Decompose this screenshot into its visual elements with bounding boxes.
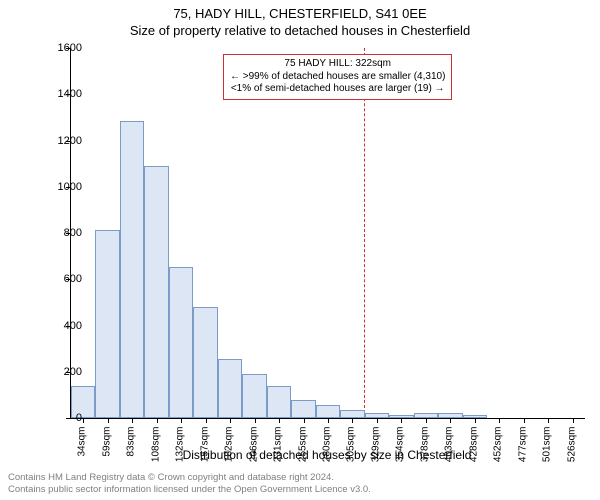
x-tick-label: 132sqm [175,427,186,477]
x-tick-mark [524,418,525,423]
x-tick-label: 501sqm [542,427,553,477]
annotation-line-3: <1% of semi-detached houses are larger (… [230,83,445,96]
footer-attributions: Contains HM Land Registry data © Crown c… [8,472,371,496]
histogram-bar [340,410,364,418]
histogram-bar [242,374,266,418]
x-tick-label: 255sqm [297,427,308,477]
y-tick-label: 400 [42,320,82,332]
x-tick-label: 354sqm [395,427,406,477]
histogram-bar [169,267,193,418]
annotation-line-1: 75 HADY HILL: 322sqm [230,58,445,71]
x-tick-mark [83,418,84,423]
x-tick-label: 428sqm [468,427,479,477]
x-tick-label: 157sqm [199,427,210,477]
x-tick-mark [255,418,256,423]
x-tick-mark [304,418,305,423]
y-tick-label: 200 [42,366,82,378]
annotation-box: 75 HADY HILL: 322sqm ← >99% of detached … [223,54,452,100]
x-tick-label: 403sqm [444,427,455,477]
x-tick-mark [450,418,451,423]
x-tick-label: 231sqm [273,427,284,477]
x-tick-mark [548,418,549,423]
x-tick-mark [206,418,207,423]
x-tick-label: 526sqm [566,427,577,477]
x-tick-label: 329sqm [370,427,381,477]
y-tick-label: 1000 [42,181,82,193]
x-tick-label: 34sqm [77,427,88,477]
x-tick-mark [328,418,329,423]
x-tick-label: 108sqm [150,427,161,477]
histogram-bar [144,166,168,418]
histogram-bar [95,230,119,418]
y-tick-label: 1400 [42,88,82,100]
x-tick-mark [475,418,476,423]
plot-area: 75 HADY HILL: 322sqm ← >99% of detached … [70,48,585,419]
x-tick-mark [573,418,574,423]
y-tick-label: 1600 [42,42,82,54]
y-axis-label: Number of detached properties [0,48,6,418]
chart-address-title: 75, HADY HILL, CHESTERFIELD, S41 0EE [0,6,600,21]
histogram-bar [120,121,144,418]
x-tick-mark [181,418,182,423]
histogram-bar [291,400,315,419]
x-tick-label: 477sqm [517,427,528,477]
y-tick-label: 1200 [42,135,82,147]
histogram-bar [193,307,217,418]
x-tick-label: 305sqm [346,427,357,477]
chart-container: 75, HADY HILL, CHESTERFIELD, S41 0EE Siz… [0,0,600,500]
x-tick-mark [377,418,378,423]
x-tick-label: 280sqm [322,427,333,477]
chart-subtitle: Size of property relative to detached ho… [0,23,600,38]
histogram-bar [218,359,242,418]
x-tick-mark [352,418,353,423]
x-tick-mark [401,418,402,423]
histogram-bar [267,386,291,418]
x-tick-mark [108,418,109,423]
annotation-line-2: ← >99% of detached houses are smaller (4… [230,71,445,84]
x-tick-label: 182sqm [224,427,235,477]
histogram-bar [316,405,340,418]
x-tick-mark [132,418,133,423]
property-size-marker [364,48,365,418]
y-tick-label: 800 [42,227,82,239]
x-tick-mark [426,418,427,423]
x-tick-label: 378sqm [419,427,430,477]
x-tick-label: 452sqm [493,427,504,477]
y-tick-label: 0 [42,412,82,424]
x-tick-mark [279,418,280,423]
footer-line-2: Contains public sector information licen… [8,484,371,496]
x-tick-label: 206sqm [248,427,259,477]
y-tick-label: 600 [42,273,82,285]
x-tick-label: 59sqm [101,427,112,477]
x-tick-mark [230,418,231,423]
x-tick-mark [499,418,500,423]
x-tick-mark [157,418,158,423]
footer-line-1: Contains HM Land Registry data © Crown c… [8,472,371,484]
x-tick-label: 83sqm [126,427,137,477]
